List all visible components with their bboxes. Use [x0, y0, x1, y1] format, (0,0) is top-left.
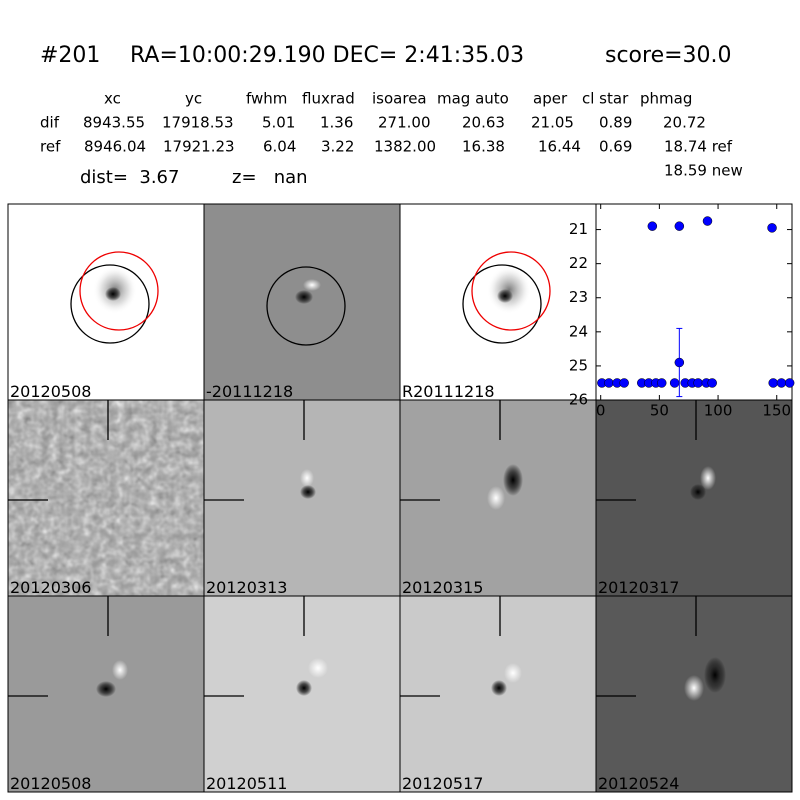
point — [768, 378, 778, 388]
table-cell: 17918.53 — [162, 114, 234, 132]
extra-mag: 18.59 new — [664, 162, 743, 180]
point — [656, 378, 667, 388]
point — [767, 223, 777, 233]
table-cell: 17921.23 — [163, 138, 235, 156]
y-tick-label: 21 — [569, 220, 588, 238]
table-cell: 0.89 — [599, 114, 632, 132]
column-header: xc — [104, 90, 121, 108]
table-cell: 3.22 — [321, 138, 354, 156]
table-cell: 20.72 — [663, 114, 706, 132]
point — [619, 378, 629, 388]
panel-label: 20120508 — [10, 774, 91, 793]
table-cell: 1.36 — [320, 114, 353, 132]
object-id: #201 — [40, 43, 100, 68]
point — [674, 221, 685, 231]
column-header: mag auto — [437, 90, 509, 108]
y-tick-label: 25 — [569, 356, 588, 374]
redshift: z= nan — [232, 167, 308, 188]
y-tick-label: 26 — [569, 391, 588, 409]
table-cell: 8946.04 — [84, 138, 146, 156]
x-tick-label: 0 — [596, 402, 606, 420]
error-point — [674, 357, 685, 368]
panel-label: 20120524 — [598, 774, 679, 793]
point — [647, 221, 658, 231]
panel-label: 20120317 — [598, 578, 679, 597]
column-header: fluxrad — [302, 90, 355, 108]
panel-label: -20111218 — [206, 382, 293, 401]
table-cell: 0.69 — [599, 138, 632, 156]
panel-label: R20111218 — [402, 382, 495, 401]
x-tick-label: 150 — [762, 402, 791, 420]
point — [702, 216, 713, 226]
dist: dist= 3.67 — [80, 167, 179, 188]
column-header: isoarea — [372, 90, 427, 108]
table-cell: 18.74 ref — [664, 138, 733, 156]
panel-label: 20120306 — [10, 578, 91, 597]
table-cell: dif — [40, 114, 60, 132]
y-tick-label: 23 — [569, 288, 588, 306]
table-cell: 8943.55 — [83, 114, 145, 132]
table-cell: 6.04 — [263, 138, 296, 156]
point — [604, 378, 614, 388]
panel-label: 20120508 — [10, 382, 91, 401]
panel-label: 20120315 — [402, 578, 483, 597]
y-tick-label: 24 — [569, 322, 588, 340]
column-header: phmag — [640, 90, 692, 108]
column-header: aper — [533, 90, 568, 108]
image-grid — [7, 203, 793, 793]
table-cell: 16.44 — [538, 138, 581, 156]
point — [707, 378, 717, 388]
point — [776, 378, 787, 388]
score: score=30.0 — [605, 43, 732, 68]
column-header: cl star — [582, 90, 629, 108]
coords: RA=10:00:29.190 DEC= 2:41:35.03 — [130, 43, 524, 68]
panel-label: 20120511 — [206, 774, 287, 793]
column-header: fwhm — [246, 90, 287, 108]
point — [669, 378, 680, 388]
table-cell: 21.05 — [531, 114, 574, 132]
table-cell: 5.01 — [262, 114, 295, 132]
table-cell: 16.38 — [462, 138, 505, 156]
table-cell: 20.63 — [462, 114, 505, 132]
point — [693, 378, 703, 388]
table-cell: 1382.00 — [374, 138, 436, 156]
y-tick-label: 22 — [569, 254, 588, 272]
panel-label: 20120517 — [402, 774, 483, 793]
point — [784, 378, 795, 388]
x-tick-label: 100 — [704, 402, 733, 420]
column-header: yc — [185, 90, 202, 108]
table-cell: ref — [40, 138, 61, 156]
x-tick-label: 50 — [650, 402, 669, 420]
panel-label: 20120313 — [206, 578, 287, 597]
table-cell: 271.00 — [378, 114, 431, 132]
